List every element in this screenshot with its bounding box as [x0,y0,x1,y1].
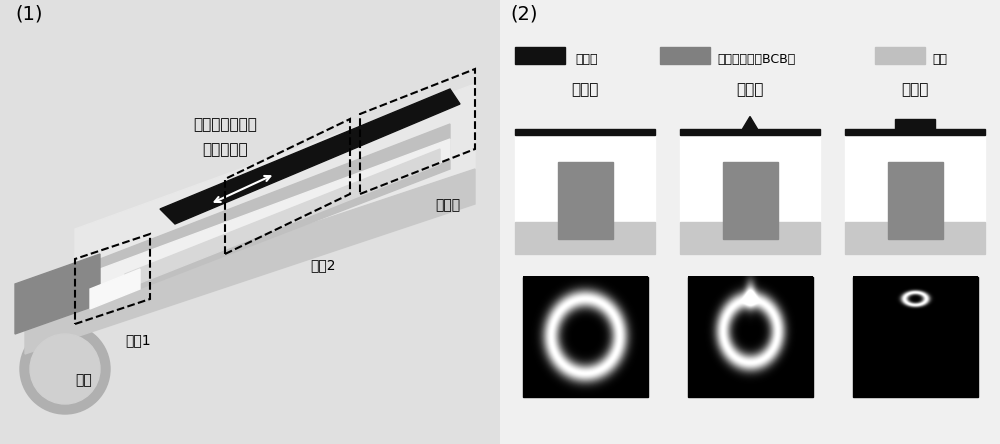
Bar [722,162,778,239]
Bar [680,129,820,254]
Bar [558,162,612,239]
Text: 截面３: 截面３ [435,198,460,212]
Text: 截面１: 截面１ [571,82,599,97]
Polygon shape [100,139,450,289]
Bar [522,277,648,396]
Text: 截面1: 截面1 [125,333,151,347]
Polygon shape [15,254,100,334]
Bar [688,277,812,396]
Bar [680,222,820,254]
Text: 截面2: 截面2 [310,258,336,272]
Text: 截面２: 截面２ [736,82,764,97]
Bar [515,129,655,254]
Text: 光纤: 光纤 [75,373,92,387]
Polygon shape [742,116,758,129]
Bar [515,129,655,135]
Text: (1): (1) [15,4,42,23]
Text: 鄓酸锂: 鄓酸锂 [575,52,598,66]
Bar [875,47,925,64]
Ellipse shape [20,324,110,414]
Polygon shape [25,169,475,354]
Ellipse shape [30,334,100,404]
Text: 苯并环丁烯（BCB）: 苯并环丁烯（BCB） [718,52,796,66]
Polygon shape [90,269,140,309]
Bar [888,162,942,239]
Text: 石英: 石英 [932,52,948,66]
Bar [845,129,985,254]
Polygon shape [160,89,460,224]
Polygon shape [75,84,475,304]
Bar [852,277,978,396]
Text: 单层鄓酸锂倒锥: 单层鄓酸锂倒锥 [193,117,257,132]
Bar [845,222,985,254]
Bar [660,47,710,64]
Bar [895,119,935,129]
Text: 大对准容差: 大对准容差 [202,142,248,157]
Polygon shape [100,124,450,304]
Bar [845,129,985,135]
Bar [515,222,655,254]
Bar [680,129,820,135]
Text: (2): (2) [510,4,538,23]
Bar [515,47,565,64]
Text: 截面３: 截面３ [901,82,929,97]
Polygon shape [125,149,440,289]
